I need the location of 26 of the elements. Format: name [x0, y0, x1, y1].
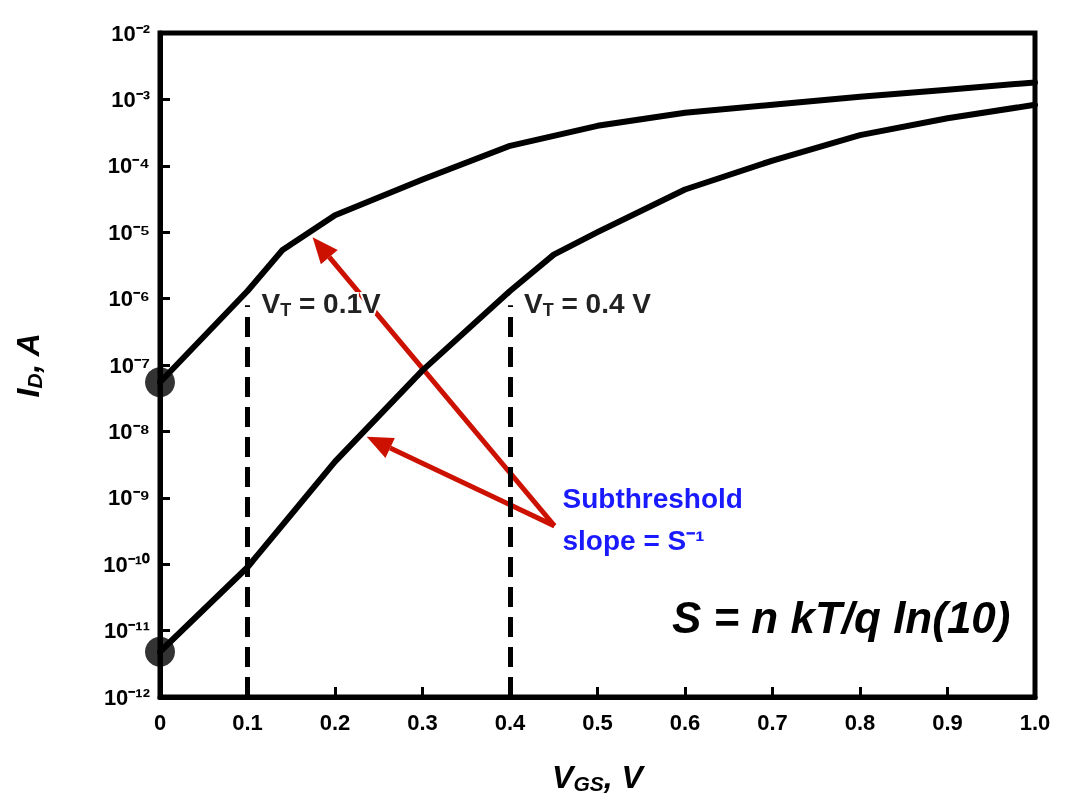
x-tick-label: 0.9	[932, 709, 963, 735]
y-tick-label: 10⁻⁴	[107, 153, 150, 179]
x-tick-label: 1.0	[1019, 709, 1051, 735]
y-tick-label: 10⁻⁷	[109, 352, 150, 378]
x-tick-label: 0.2	[319, 709, 351, 735]
annotation: S = n kT/q ln(10)	[671, 592, 1011, 642]
x-tick-label: 0.6	[669, 709, 701, 735]
y-tick-label: 10⁻¹⁰	[103, 551, 150, 577]
x-tick-label: 0.3	[407, 709, 438, 735]
annotation: Subthreshold slope = S⁻¹	[562, 483, 743, 557]
y-tick-label: 10⁻⁹	[108, 485, 150, 511]
y-tick-label: 10⁻⁵	[108, 219, 150, 245]
x-tick-label: 0.5	[582, 709, 613, 735]
y-tick-label: 10⁻⁶	[108, 286, 150, 312]
y-tick-label: 10⁻⁸	[108, 418, 150, 444]
x-axis-title: VGS, V	[552, 758, 646, 795]
x-tick-label: 0.4	[494, 709, 527, 735]
y-tick-label: 10⁻³	[111, 86, 150, 112]
y-tick-label: 10⁻¹¹	[103, 618, 150, 644]
y-axis-title: ID, A	[9, 333, 46, 398]
x-tick-label: 0	[153, 709, 167, 735]
y-tick-label: 10⁻²	[111, 20, 150, 46]
x-tick-label: 0.8	[844, 709, 876, 735]
x-tick-label: 0.1	[232, 709, 263, 735]
y-tick-label: 10⁻¹²	[103, 684, 150, 710]
x-tick-label: 0.7	[757, 709, 788, 735]
